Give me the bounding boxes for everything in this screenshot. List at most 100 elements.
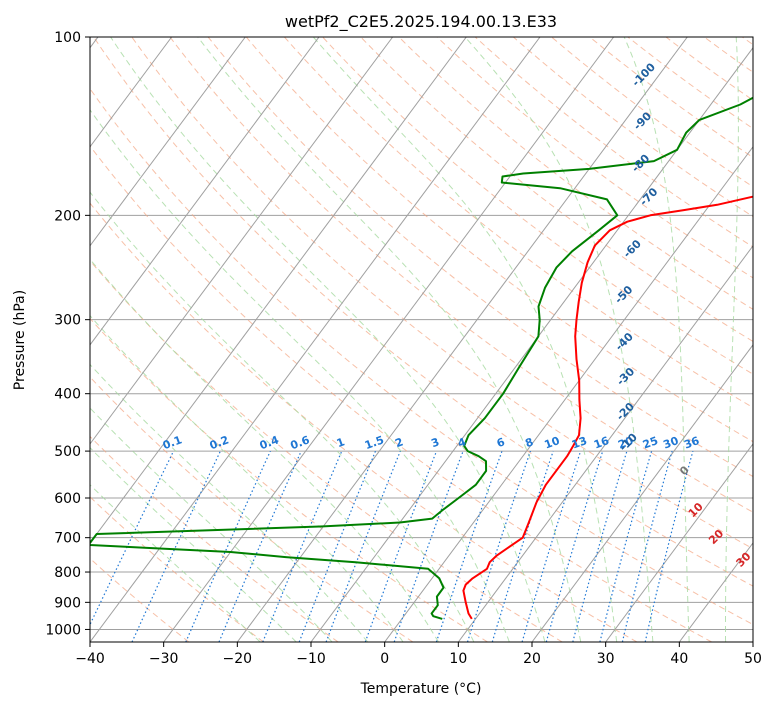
mixing-ratio-line	[621, 450, 673, 642]
isotherm	[90, 37, 246, 247]
dry-adiabat	[360, 37, 753, 343]
y-tick-label: 600	[54, 491, 81, 507]
isotherm	[531, 344, 753, 642]
moist-adiabat	[725, 37, 739, 642]
plot-frame	[89, 36, 754, 643]
temperature-profile	[462, 195, 753, 620]
mixing-ratio-label: 0.2	[208, 433, 231, 452]
isotherm	[605, 443, 753, 642]
moist-adiabat	[90, 314, 404, 642]
isotherm	[90, 37, 541, 642]
mixing-ratio-label: 0.4	[258, 433, 281, 452]
isotherm	[163, 37, 615, 642]
x-axis: −40 −30 −20 −10 0 10 20 30 40 50	[75, 642, 762, 667]
mixing-ratio-label: 36	[682, 434, 701, 452]
dry-adiabat	[665, 37, 753, 101]
moist-adiabat	[197, 37, 582, 642]
isotherm	[384, 145, 753, 642]
moist-adiabat-label: 10	[686, 500, 706, 520]
dry-adiabat	[398, 37, 753, 310]
moist-adiabat	[90, 363, 369, 642]
y-tick-label: 800	[54, 565, 81, 581]
profile-series	[90, 96, 753, 620]
mixing-ratio-line	[364, 450, 438, 642]
mixing-ratio-label: 13	[570, 434, 589, 451]
mixing-ratio-label: 8	[524, 435, 536, 450]
dry-adiabat	[322, 37, 753, 375]
mixing-ratio-label: 4	[456, 435, 468, 450]
x-tick-label: 20	[523, 651, 541, 667]
moist-adiabat-label: 30	[734, 550, 754, 570]
isotherm	[752, 641, 753, 642]
plot-area: 0.1 0.2 0.4 0.6 1 1.5 2 3 4 6 8 10 13 16 20 25 30 36-100-…	[90, 37, 773, 642]
dry-adiabat	[513, 37, 753, 218]
dry-adiabat	[93, 37, 753, 587]
dry-adiabat	[90, 376, 414, 642]
mixing-ratio-label: 30	[662, 434, 681, 452]
dry-adiabat	[551, 37, 753, 188]
mixing-ratio-lines	[90, 450, 694, 642]
isoline-labels: 0.1 0.2 0.4 0.6 1 1.5 2 3 4 6 8 10 13 16 20 25 30 36-100-…	[161, 60, 773, 598]
dry-adiabat	[169, 37, 753, 513]
isotherm	[90, 37, 173, 148]
mixing-ratio-label: 10	[543, 434, 562, 452]
mixing-ratio-line	[599, 450, 653, 642]
y-axis: 100 200 300 400 500 600 700 800 900 1000	[45, 30, 90, 638]
mixing-ratio-line	[185, 450, 271, 642]
chart-title: wetPf2_C2E5.2025.194.00.13.E33	[285, 12, 557, 32]
mixing-ratio-line	[131, 450, 221, 642]
y-tick-label: 500	[54, 444, 81, 460]
dry-adiabat	[207, 37, 753, 478]
x-tick-label: 0	[380, 651, 389, 667]
moist-adiabat	[90, 446, 297, 642]
x-tick-label: −30	[149, 651, 179, 667]
theta-e-label: -40	[613, 330, 636, 353]
x-tick-label: 10	[449, 651, 467, 667]
x-tick-label: 40	[670, 651, 688, 667]
dry-adiabat	[474, 37, 753, 248]
moist-adiabat	[623, 37, 690, 642]
mixing-ratio-line	[218, 450, 302, 642]
mixing-ratio-line	[435, 450, 503, 642]
x-tick-label: 50	[744, 651, 762, 667]
moist-adiabats	[90, 37, 739, 642]
mixing-ratio-label: 1	[335, 435, 347, 450]
dewpoint-profile	[90, 96, 753, 620]
mixing-ratio-label: 16	[592, 434, 611, 452]
dry-adiabat	[589, 37, 753, 159]
dry-adiabat	[284, 37, 753, 409]
mixing-ratio-label: 3	[430, 435, 442, 450]
moist-adiabat	[90, 258, 439, 642]
mixing-ratio-label: 2	[393, 435, 405, 450]
moist-adiabat	[312, 37, 618, 642]
isotherm	[90, 37, 320, 346]
theta-e-label: -20	[614, 400, 637, 423]
dry-adiabat	[131, 37, 753, 550]
moist-adiabat	[464, 37, 654, 642]
mixing-ratio-line	[644, 450, 694, 642]
x-tick-label: −40	[75, 651, 105, 667]
x-tick-label: −10	[296, 651, 326, 667]
dry-adiabat	[90, 145, 712, 642]
theta-e-label: -70	[637, 185, 660, 208]
y-tick-label: 1000	[45, 622, 81, 638]
x-axis-label: Temperature (°C)	[360, 681, 482, 697]
moist-adiabat-label: 40	[753, 578, 773, 598]
mixing-ratio-line	[521, 450, 582, 642]
moist-adiabat-label: 20	[706, 527, 726, 547]
mixing-ratio-line	[262, 450, 343, 642]
dry-adiabats	[90, 37, 753, 642]
moist-adiabat	[110, 37, 546, 642]
mixing-ratio-label: 20	[616, 434, 635, 452]
moist-adiabat	[90, 407, 333, 642]
theta-e-label: -30	[614, 365, 637, 388]
mixing-ratio-label: 0.6	[289, 433, 312, 452]
y-tick-label: 100	[54, 30, 81, 46]
y-tick-label: 300	[54, 313, 81, 329]
mixing-ratio-line	[90, 450, 175, 627]
y-tick-label: 400	[54, 387, 81, 403]
y-tick-label: 900	[54, 595, 81, 611]
dry-adiabat	[90, 202, 638, 642]
moist-adiabat	[90, 191, 475, 642]
